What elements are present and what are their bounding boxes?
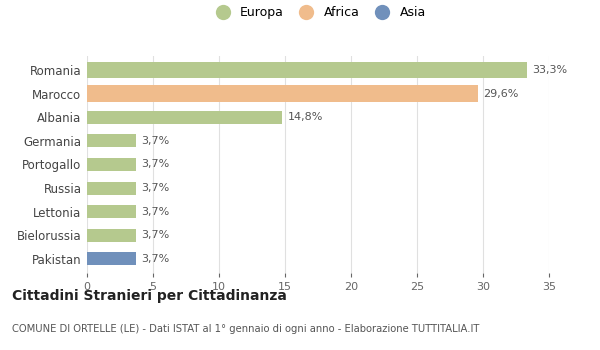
Bar xyxy=(87,229,136,242)
Text: 14,8%: 14,8% xyxy=(287,112,323,122)
Bar xyxy=(87,111,283,124)
Bar xyxy=(87,85,478,102)
Text: 3,7%: 3,7% xyxy=(141,206,169,217)
Bar xyxy=(87,134,136,147)
Bar xyxy=(87,158,136,171)
Text: COMUNE DI ORTELLE (LE) - Dati ISTAT al 1° gennaio di ogni anno - Elaborazione TU: COMUNE DI ORTELLE (LE) - Dati ISTAT al 1… xyxy=(12,324,479,334)
Text: 33,3%: 33,3% xyxy=(532,65,567,75)
Bar xyxy=(87,252,136,265)
Bar xyxy=(87,182,136,195)
Text: 3,7%: 3,7% xyxy=(141,183,169,193)
Text: 29,6%: 29,6% xyxy=(483,89,518,99)
Legend: Europa, Africa, Asia: Europa, Africa, Asia xyxy=(205,1,431,24)
Text: 3,7%: 3,7% xyxy=(141,230,169,240)
Bar xyxy=(87,205,136,218)
Bar xyxy=(87,62,527,78)
Text: Cittadini Stranieri per Cittadinanza: Cittadini Stranieri per Cittadinanza xyxy=(12,289,287,303)
Text: 3,7%: 3,7% xyxy=(141,254,169,264)
Text: 3,7%: 3,7% xyxy=(141,136,169,146)
Text: 3,7%: 3,7% xyxy=(141,160,169,169)
